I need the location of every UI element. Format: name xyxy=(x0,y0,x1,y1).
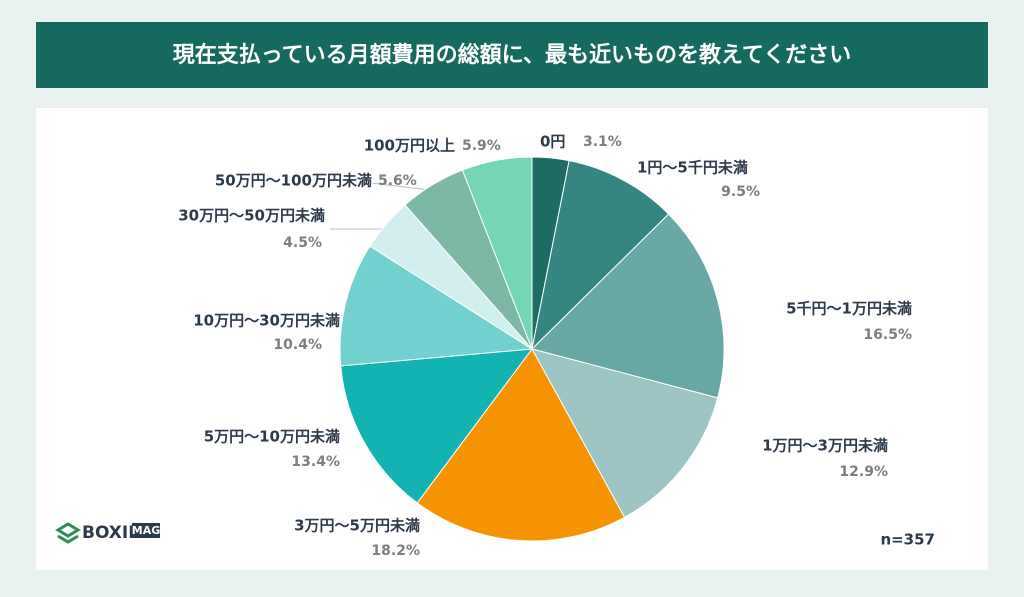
slice-label: 3万円〜5万円未満 xyxy=(294,517,420,535)
pie-slice xyxy=(461,156,533,350)
value-label: 3.1% xyxy=(583,134,622,150)
pie-slice xyxy=(340,348,534,504)
chart-title: 現在支払っている月額費用の総額に、最も近いものを教えてください xyxy=(173,42,851,68)
slice-label: 50万円〜100万円未満 xyxy=(215,172,372,190)
pie-slice xyxy=(531,213,725,399)
title-bar xyxy=(36,22,988,88)
value-label: 5.6% xyxy=(378,173,417,189)
value-label: 4.5% xyxy=(283,235,322,251)
value-label: 13.4% xyxy=(291,454,340,470)
sample-size: n=357 xyxy=(880,531,935,549)
pie xyxy=(339,156,725,542)
logo-text: BOXIL xyxy=(82,523,139,543)
pie-slice xyxy=(339,245,534,367)
value-label: 10.4% xyxy=(273,337,322,353)
logo: BOXIL MAG xyxy=(55,522,161,544)
slice-label: 1万円〜3万円未満 xyxy=(762,437,888,455)
slice-label: 1円〜5千円未満 xyxy=(637,159,748,177)
slice-label: 100万円以上 xyxy=(364,137,455,155)
slice-label: 0円 xyxy=(540,133,565,151)
slice-label: 10万円〜30万円未満 xyxy=(193,312,340,330)
slice-label: 30万円〜50万円未満 xyxy=(178,207,325,225)
value-label: 5.9% xyxy=(462,138,501,154)
logo-badge xyxy=(132,523,160,538)
logo-icon xyxy=(55,522,81,544)
pie-slice xyxy=(531,348,719,518)
value-label: 12.9% xyxy=(839,464,888,480)
slice-label: 5万円〜10万円未満 xyxy=(204,428,340,446)
logo-badge-text: MAG xyxy=(132,524,161,537)
pie-slice xyxy=(416,348,626,542)
value-label: 9.5% xyxy=(721,184,760,200)
pie-slice xyxy=(531,160,670,351)
value-label: 18.2% xyxy=(371,543,420,559)
slice-label: 5千円〜1万円未満 xyxy=(786,300,912,318)
value-label: 16.5% xyxy=(863,327,912,343)
